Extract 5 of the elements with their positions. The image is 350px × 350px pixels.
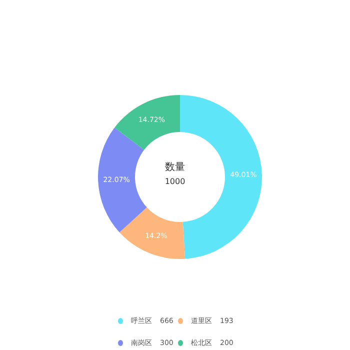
donut-slice: [98, 128, 147, 232]
donut-slice: [114, 95, 180, 150]
text: 数量: [164, 161, 186, 174]
donut-slice: [119, 207, 186, 259]
text: 1000: [164, 177, 186, 186]
